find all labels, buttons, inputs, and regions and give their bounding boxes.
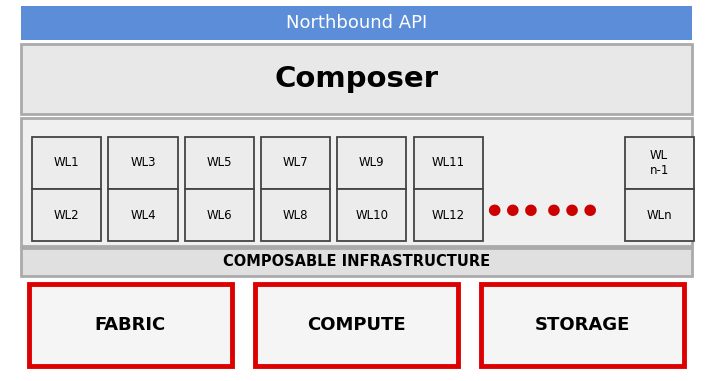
FancyBboxPatch shape [108, 137, 178, 189]
FancyBboxPatch shape [255, 284, 458, 366]
FancyBboxPatch shape [21, 6, 692, 40]
FancyBboxPatch shape [625, 189, 694, 241]
FancyBboxPatch shape [29, 284, 232, 366]
Text: WLn: WLn [647, 208, 672, 222]
Text: WL4: WL4 [130, 208, 155, 222]
FancyBboxPatch shape [185, 189, 254, 241]
Text: WL5: WL5 [207, 156, 232, 170]
FancyBboxPatch shape [481, 284, 684, 366]
Text: WL7: WL7 [283, 156, 308, 170]
FancyBboxPatch shape [108, 189, 178, 241]
Text: Northbound API: Northbound API [286, 14, 427, 32]
Text: WL8: WL8 [283, 208, 308, 222]
FancyBboxPatch shape [414, 189, 483, 241]
Text: WL11: WL11 [431, 156, 465, 170]
Text: FABRIC: FABRIC [95, 316, 165, 334]
Text: WL1: WL1 [54, 156, 79, 170]
Text: COMPUTE: COMPUTE [307, 316, 406, 334]
FancyBboxPatch shape [261, 137, 330, 189]
FancyBboxPatch shape [414, 137, 483, 189]
Text: WL3: WL3 [130, 156, 155, 170]
Text: WL10: WL10 [355, 208, 389, 222]
Text: WL2: WL2 [54, 208, 79, 222]
FancyBboxPatch shape [625, 137, 694, 189]
Text: WL12: WL12 [431, 208, 465, 222]
FancyBboxPatch shape [32, 137, 101, 189]
Text: COMPOSABLE INFRASTRUCTURE: COMPOSABLE INFRASTRUCTURE [223, 255, 490, 269]
FancyBboxPatch shape [21, 44, 692, 114]
Text: WL
n-1: WL n-1 [650, 149, 669, 177]
FancyBboxPatch shape [21, 118, 692, 246]
FancyBboxPatch shape [337, 189, 406, 241]
FancyBboxPatch shape [337, 137, 406, 189]
FancyBboxPatch shape [32, 189, 101, 241]
Text: Composer: Composer [275, 65, 438, 93]
FancyBboxPatch shape [21, 248, 692, 276]
FancyBboxPatch shape [261, 189, 330, 241]
Text: ● ● ●  ● ● ●: ● ● ● ● ● ● [488, 202, 596, 218]
Text: WL9: WL9 [359, 156, 384, 170]
FancyBboxPatch shape [185, 137, 254, 189]
Text: WL6: WL6 [207, 208, 232, 222]
Text: STORAGE: STORAGE [535, 316, 630, 334]
